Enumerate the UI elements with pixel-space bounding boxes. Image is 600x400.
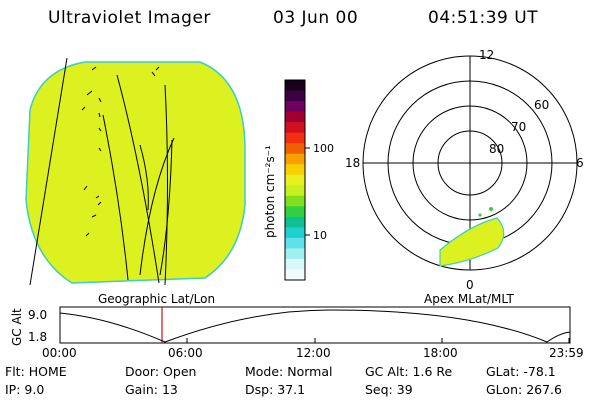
- mlt-label-18: 18: [345, 156, 361, 170]
- altitude-trace: [59, 309, 571, 343]
- status-glat-value: -78.1: [523, 364, 556, 379]
- lat-label-60: 60: [534, 98, 550, 112]
- colorbar: [285, 80, 305, 281]
- x-tick-1800: 18:00: [423, 346, 458, 360]
- colorbar-band: [285, 237, 305, 249]
- geographic-panel-label: Geographic Lat/Lon: [98, 292, 216, 306]
- status-seq-key: Seq:: [365, 382, 393, 397]
- status-glat-key: GLat:: [486, 364, 520, 379]
- x-tick-0000: 00:00: [42, 346, 77, 360]
- status-seq: Seq: 39: [365, 382, 413, 397]
- date-label: 03 Jun 00: [273, 8, 359, 28]
- status-ip-key: IP:: [5, 382, 21, 397]
- status-door: Door: Open: [125, 364, 196, 379]
- colorbar-tick-10: 10: [313, 229, 327, 242]
- colorbar-band: [285, 216, 305, 228]
- geographic-image: [25, 57, 246, 286]
- colorbar-band: [285, 195, 305, 207]
- colorbar-band: [285, 185, 305, 197]
- mlt-label-0: 0: [466, 278, 474, 292]
- gc-alt-axis-title: GC Alt: [10, 308, 24, 346]
- status-gc-alt-value: 1.6 Re: [412, 364, 453, 379]
- status-gc-alt-key: GC Alt:: [365, 364, 409, 379]
- colorbar-band: [285, 132, 305, 144]
- colorbar-band: [285, 122, 305, 134]
- aurora-spot: [489, 207, 493, 211]
- colorbar-band: [285, 269, 305, 281]
- colorbar-band: [285, 227, 305, 239]
- lat-label-70: 70: [511, 120, 527, 134]
- status-door-value: Open: [163, 364, 197, 379]
- colorbar-band: [285, 80, 305, 92]
- x-tick-0600: 06:00: [168, 346, 203, 360]
- status-dsp: Dsp: 37.1: [245, 382, 305, 397]
- time-label: 04:51:39 UT: [428, 8, 539, 28]
- mlt-label-6: 6: [576, 156, 584, 170]
- status-door-key: Door:: [125, 364, 160, 379]
- status-seq-value: 39: [396, 382, 413, 397]
- status-mode-key: Mode:: [245, 364, 284, 379]
- mlt-label-12: 12: [479, 48, 495, 62]
- colorbar-label: photon cm⁻²s⁻¹: [263, 145, 277, 238]
- status-ip-value: 9.0: [24, 382, 45, 397]
- colorbar-band: [285, 164, 305, 176]
- colorbar-band: [285, 90, 305, 102]
- colorbar-tick-100: 100: [313, 142, 334, 155]
- colorbar-band: [285, 153, 305, 165]
- altitude-plot: [59, 306, 571, 344]
- status-gain-value: 13: [161, 382, 178, 397]
- aurora-oval: [439, 217, 505, 267]
- lat-label-80: 80: [489, 142, 505, 156]
- status-flt-key: Flt:: [5, 364, 25, 379]
- status-glon: GLon: 267.6: [486, 382, 562, 397]
- aurora-disk: [25, 61, 246, 284]
- status-dsp-key: Dsp:: [245, 382, 274, 397]
- status-ip: IP: 9.0: [5, 382, 44, 397]
- instrument-title: Ultraviolet Imager: [48, 8, 211, 28]
- status-glon-key: GLon:: [486, 382, 523, 397]
- status-mode: Mode: Normal: [245, 364, 333, 379]
- colorbar-band: [285, 101, 305, 113]
- x-tick-2359: 23:59: [549, 346, 584, 360]
- colorbar-band: [285, 206, 305, 218]
- status-mode-value: Normal: [287, 364, 333, 379]
- y-tick-9: 9.0: [28, 308, 48, 322]
- x-tick-1200: 12:00: [296, 346, 331, 360]
- colorbar-band: [285, 248, 305, 260]
- colorbar-band: [285, 111, 305, 123]
- colorbar-band: [285, 174, 305, 186]
- colorbar-band: [285, 143, 305, 155]
- status-gc-alt: GC Alt: 1.6 Re: [365, 364, 452, 379]
- status-dsp-value: 37.1: [277, 382, 306, 397]
- status-flt: Flt: HOME: [5, 364, 67, 379]
- status-glat: GLat: -78.1: [486, 364, 556, 379]
- colorbar-frame: [284, 79, 306, 281]
- y-tick-1-8: 1.8: [28, 330, 48, 344]
- status-gain-key: Gain:: [125, 382, 158, 397]
- apex-panel-label: Apex MLat/MLT: [424, 292, 514, 306]
- polar-plot: [362, 55, 578, 271]
- status-glon-value: 267.6: [526, 382, 562, 397]
- status-gain: Gain: 13: [125, 382, 178, 397]
- status-flt-value: HOME: [28, 364, 67, 379]
- colorbar-band: [285, 258, 305, 270]
